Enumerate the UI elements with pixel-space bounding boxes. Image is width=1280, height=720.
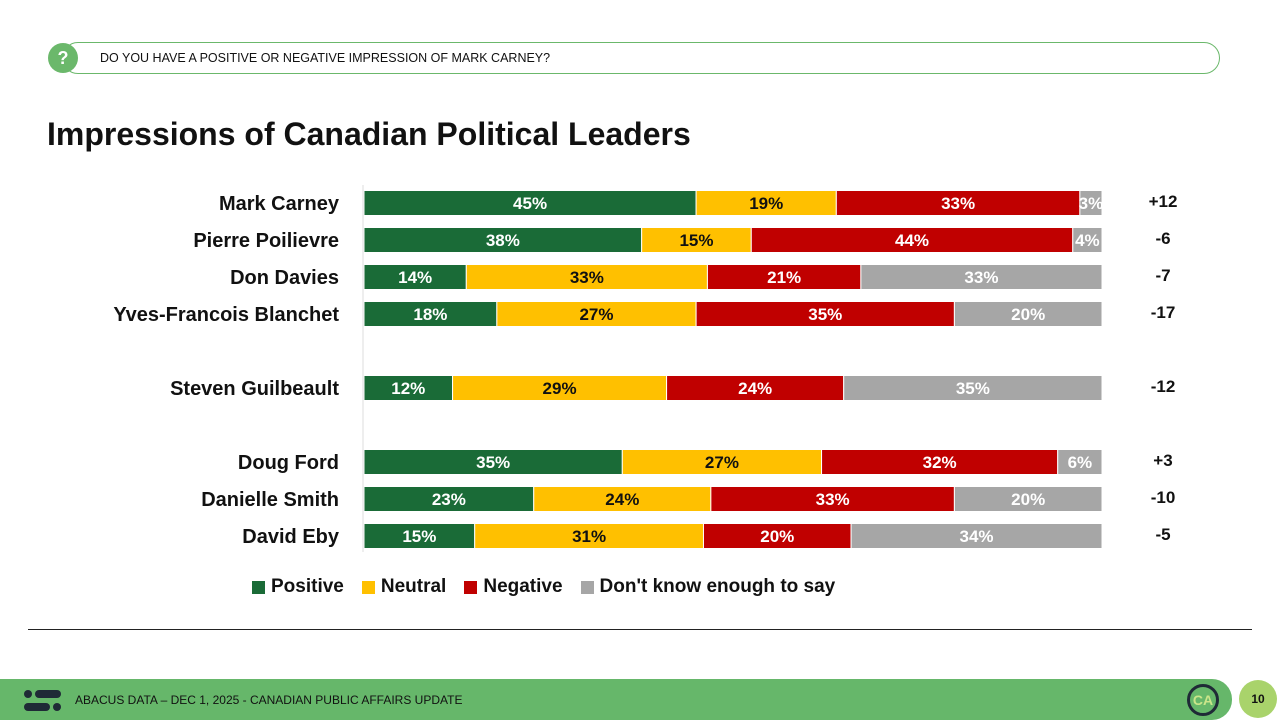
data-label: 38% [486,231,520,250]
legend-swatch [580,580,594,594]
data-label: 3% [1079,194,1104,213]
bar-segment-negative [835,190,1081,216]
legend-swatch [361,580,375,594]
data-label: 33% [941,194,975,213]
data-label: 27% [579,305,613,324]
data-label: 33% [816,490,850,509]
bar-segment-neutral [621,449,823,475]
row-label: Doug Ford [238,452,339,474]
data-label: 35% [956,379,990,398]
net-score: +3 [1153,451,1172,470]
bar-segment-positive [363,375,454,401]
net-score: -12 [1151,377,1176,396]
bar-segment-neutral [533,486,712,512]
ca-badge-icon: CA [1187,684,1219,716]
row-label: Don Davies [230,267,339,289]
page-title: Impressions of Canadian Political Leader… [47,116,691,152]
data-label: 31% [572,527,606,546]
data-label: 35% [808,305,842,324]
bar-segment-positive [363,227,643,253]
data-label: 24% [605,490,639,509]
legend: Positive Neutral Negative Don't know eno… [252,576,835,598]
data-label: 21% [767,268,801,287]
bar-segment-positive [363,301,498,327]
data-label: 15% [402,527,436,546]
net-score: -10 [1151,488,1176,507]
data-label: 35% [476,453,510,472]
footer-bar [0,679,1232,720]
bar-segment-dont-know [843,375,1103,401]
net-score: -6 [1155,229,1170,248]
bar-segment-negative [750,227,1074,253]
data-label: 20% [760,527,794,546]
data-label: 4% [1075,231,1100,250]
data-label: 33% [570,268,604,287]
data-label: 34% [960,527,994,546]
net-score: +12 [1149,192,1178,211]
data-label: 18% [413,305,447,324]
data-label: 44% [895,231,929,250]
legend-item-negative: Negative [464,576,563,598]
bar-segment-negative [666,375,845,401]
bar-segment-neutral [641,227,752,253]
data-label: 24% [738,379,772,398]
data-label: 20% [1011,490,1045,509]
data-label: 45% [513,194,547,213]
data-label: 32% [923,453,957,472]
net-score: -7 [1155,266,1170,285]
abacus-logo-icon [24,690,61,711]
legend-swatch [252,580,265,594]
data-label: 23% [432,490,466,509]
data-label: 12% [391,379,425,398]
legend-label: Neutral [380,576,447,597]
stacked-bar-chart: Mark Carney 45% 19% 33% 3% +12 Pierre Poilievr… [113,185,1178,552]
bar-segment-negative [695,301,955,327]
bar-segment-dont-know [953,486,1103,512]
bar-segment-dont-know [860,264,1103,290]
page-number: 10 [1239,680,1277,718]
net-score: -5 [1155,525,1170,544]
row-label: Pierre Poilievre [193,230,339,252]
data-label: 19% [749,194,783,213]
data-label: 27% [705,453,739,472]
bar-segment-neutral [452,375,668,401]
data-label: 33% [964,268,998,287]
row-label: Steven Guilbeault [170,378,339,400]
legend-label: Negative [483,576,563,597]
data-label: 15% [679,231,713,250]
bar-segment-negative [706,264,862,290]
row-label: Danielle Smith [201,489,339,511]
legend-swatch [464,580,478,594]
bar-segment-dont-know [1072,227,1103,253]
question-icon: ? [48,43,78,73]
row-label: Yves-Francois Blanchet [113,304,339,326]
bar-segment-neutral [474,523,704,549]
legend-label: Positive [271,576,344,597]
data-label: 29% [543,379,577,398]
row-label: Mark Carney [219,193,340,215]
bar-segment-negative [821,449,1059,475]
bar-segment-positive [363,264,467,290]
divider [28,629,1252,630]
legend-label: Don't know enough to say [599,576,836,597]
bar-segment-positive [363,449,623,475]
bar-segment-neutral [465,264,708,290]
legend-item-dont-know: Don't know enough to say [580,576,836,598]
data-label: 20% [1011,305,1045,324]
bar-segment-negative [710,486,955,512]
bar-segment-dont-know [850,523,1103,549]
data-label: 6% [1068,453,1093,472]
bar-segment-dont-know [1079,190,1103,216]
net-score: -17 [1151,303,1176,322]
bar-segment-positive [363,486,535,512]
question-text: DO YOU HAVE A POSITIVE OR NEGATIVE IMPRE… [100,51,551,65]
bar-segment-dont-know [953,301,1103,327]
row-label: David Eby [242,526,340,548]
legend-item-positive: Positive [252,576,344,598]
data-label: 14% [398,268,432,287]
footer-text: ABACUS DATA – DEC 1, 2025 - CANADIAN PUB… [75,693,463,707]
legend-item-neutral: Neutral [361,576,447,598]
bar-segment-dont-know [1057,449,1103,475]
